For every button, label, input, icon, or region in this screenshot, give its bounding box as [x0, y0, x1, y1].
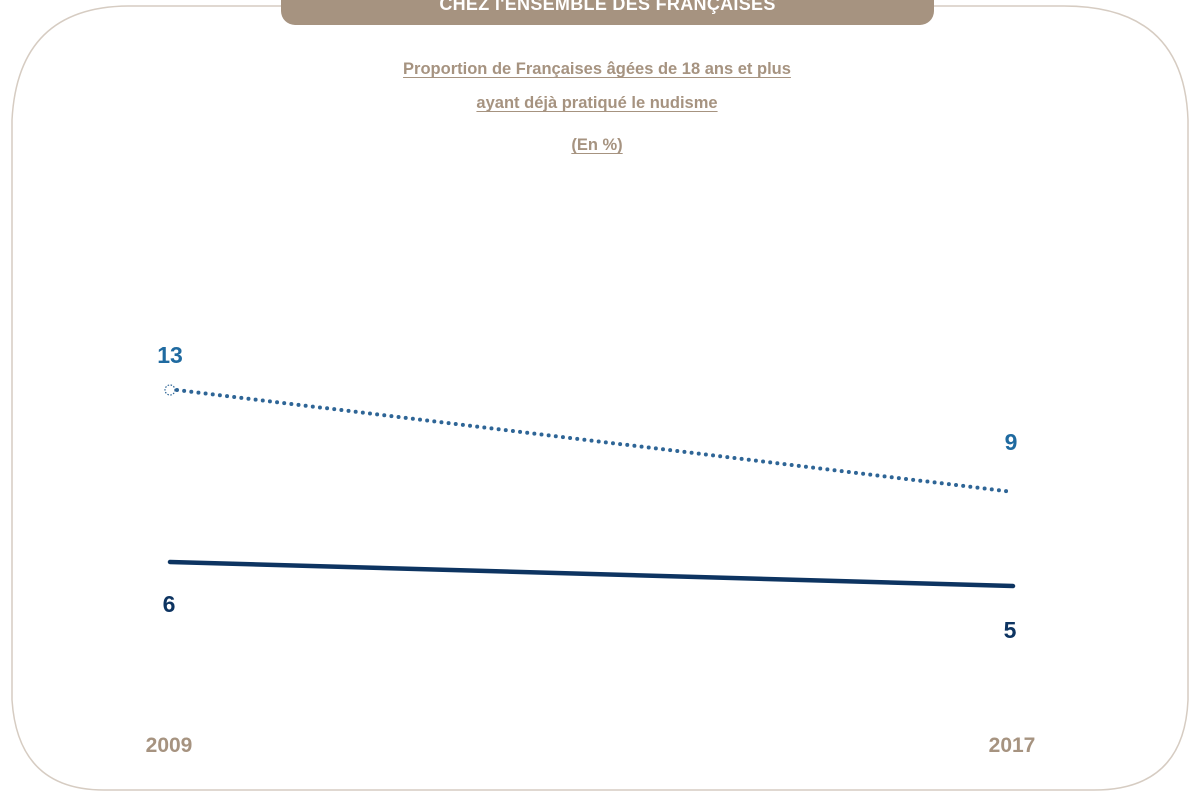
x-tick-label-2009: 2009 — [146, 734, 193, 757]
x-tick-label-2017: 2017 — [989, 734, 1036, 757]
header-banner: CHEZ l'ENSEMBLE DES FRANÇAISES — [281, 0, 934, 25]
data-label-dotted-2009: 13 — [157, 342, 183, 368]
series-dotted-marker — [164, 384, 176, 396]
chart-unit-label: (En %) — [571, 136, 623, 154]
data-label-solid-2009: 6 — [163, 591, 176, 617]
chart-subtitle: ayant déjà pratiqué le nudisme — [476, 94, 718, 112]
data-label-solid-2017: 5 — [1004, 617, 1017, 643]
series-dotted-line — [175, 388, 1015, 494]
series-solid-line — [167, 559, 1016, 589]
data-label-dotted-2017: 9 — [1005, 429, 1018, 455]
banner-label: CHEZ l'ENSEMBLE DES FRANÇAISES — [439, 0, 776, 14]
chart-title: Proportion de Françaises âgées de 18 ans… — [403, 60, 791, 78]
